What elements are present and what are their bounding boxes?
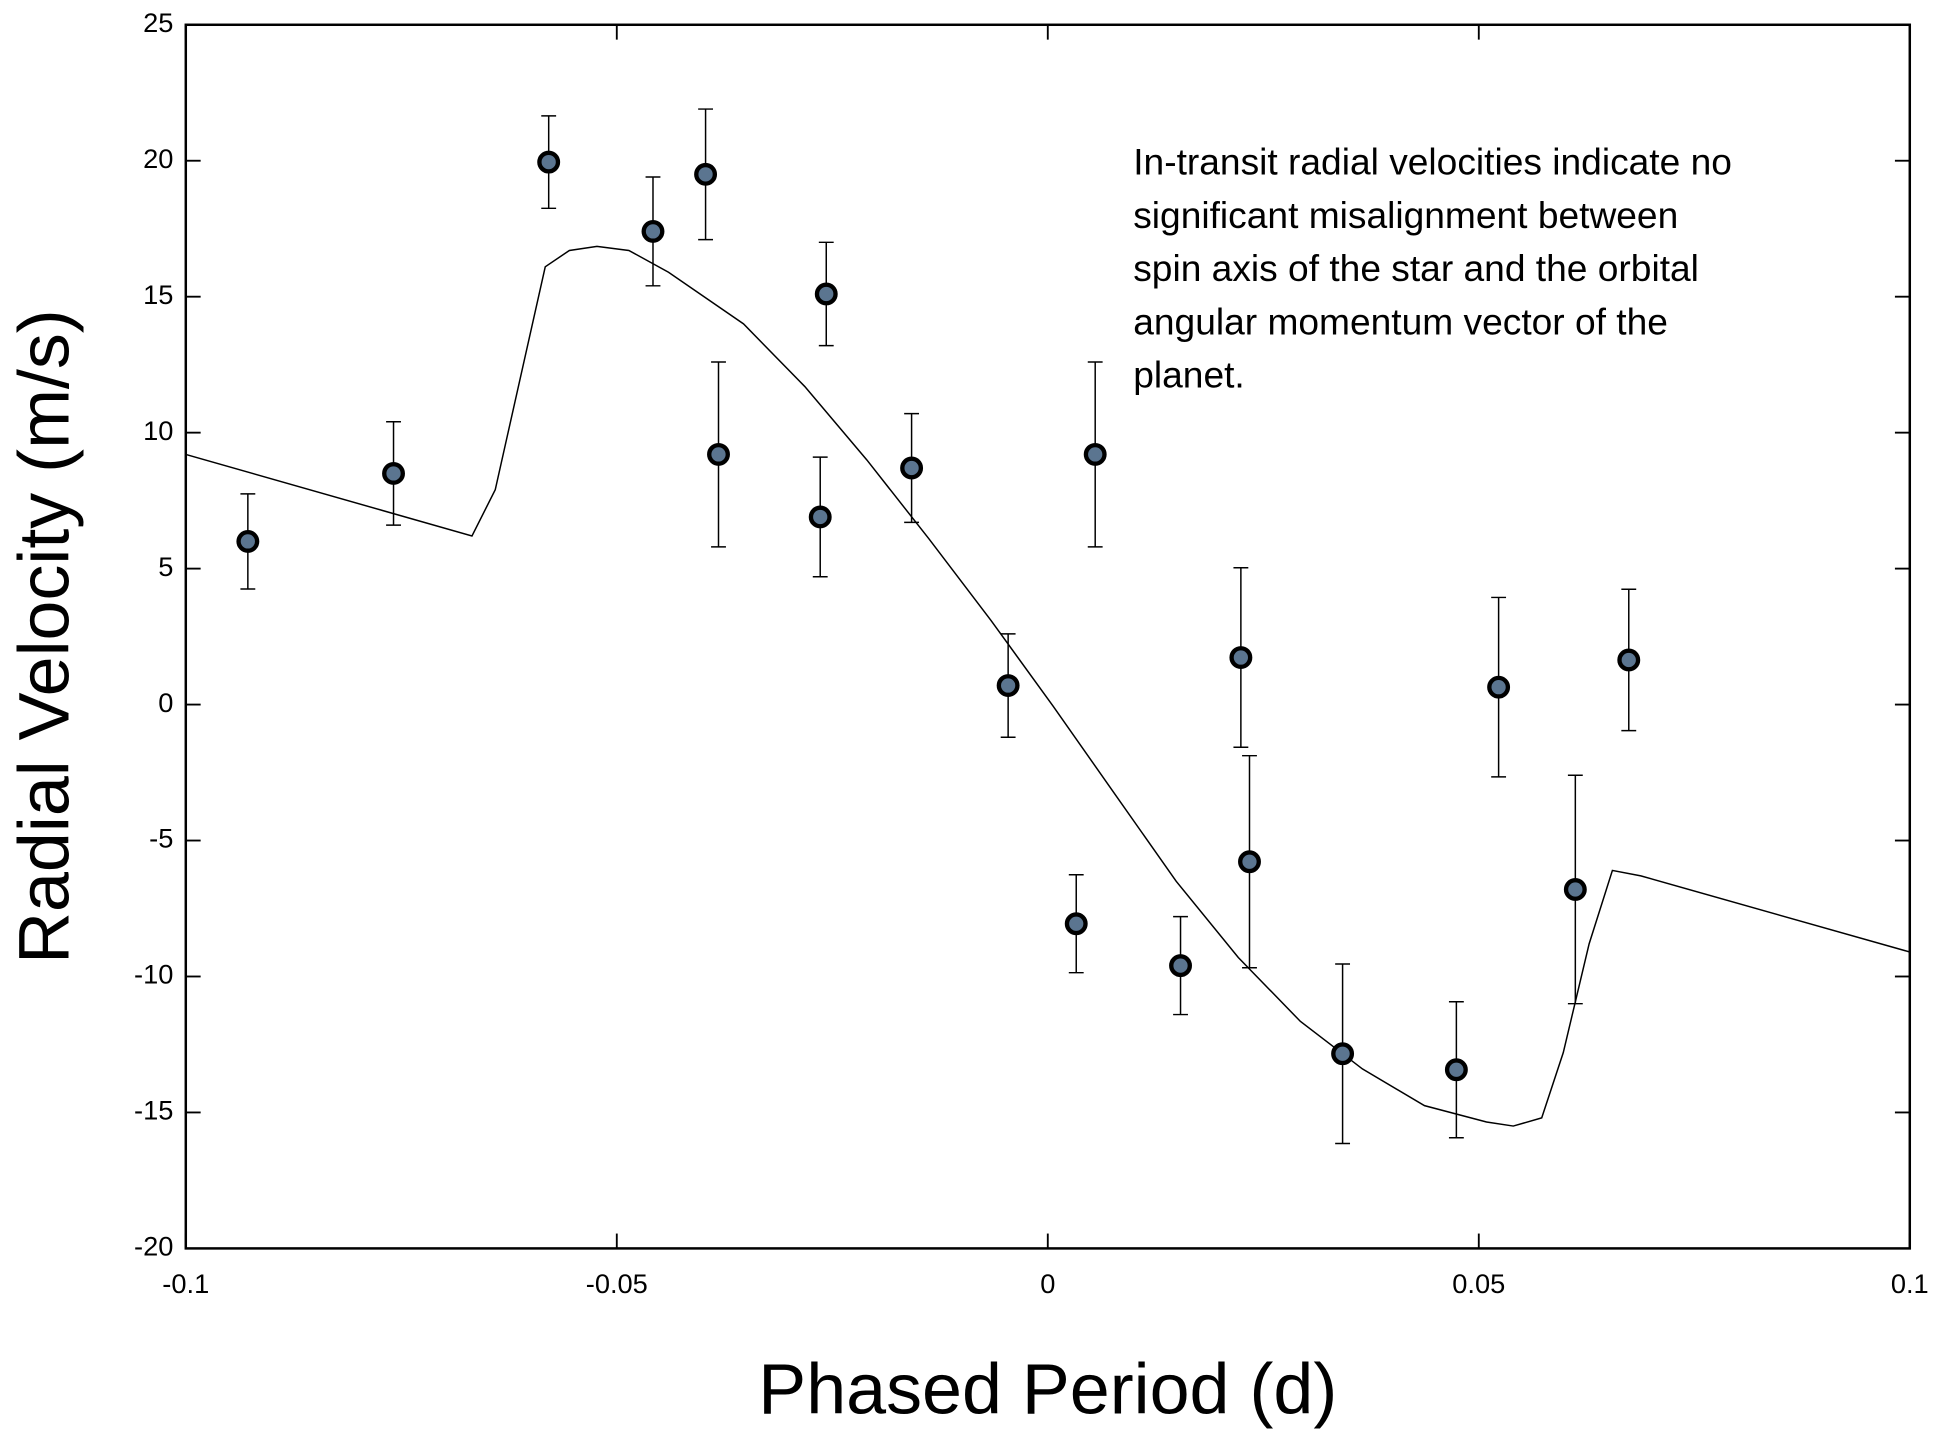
data-point bbox=[537, 150, 561, 174]
y-tick-label: 20 bbox=[143, 143, 173, 174]
data-point bbox=[1083, 442, 1107, 466]
annotation: significant misalignment between bbox=[1133, 194, 1678, 236]
y-tick-label: -15 bbox=[134, 1095, 173, 1126]
annotation: spin axis of the star and the orbital bbox=[1133, 247, 1699, 289]
y-tick-label: -20 bbox=[134, 1231, 173, 1262]
y-axis-title: Radial Velocity (m/s) bbox=[5, 309, 85, 964]
annotation: angular momentum vector of the bbox=[1133, 300, 1668, 342]
data-point bbox=[694, 162, 718, 186]
y-tick-label: 0 bbox=[158, 687, 173, 718]
data-point bbox=[808, 505, 832, 529]
data-point bbox=[1169, 954, 1192, 978]
data-point bbox=[1229, 646, 1253, 669]
data-point bbox=[236, 529, 260, 553]
data-point bbox=[1487, 675, 1511, 699]
data-point bbox=[996, 674, 1020, 697]
data-point bbox=[641, 219, 665, 243]
data-point bbox=[1563, 878, 1587, 901]
y-tick-label: -10 bbox=[134, 959, 173, 990]
x-tick-label: 0 bbox=[1040, 1268, 1055, 1299]
annotation: In-transit radial velocities indicate no bbox=[1133, 141, 1732, 183]
data-point bbox=[900, 456, 924, 480]
y-tick-label: 15 bbox=[143, 279, 173, 310]
x-tick-label: 0.1 bbox=[1891, 1268, 1929, 1299]
x-tick-label: -0.05 bbox=[586, 1268, 648, 1299]
data-point bbox=[1444, 1058, 1468, 1082]
data-point bbox=[707, 442, 730, 466]
annotation: planet. bbox=[1133, 354, 1245, 396]
data-point bbox=[1331, 1042, 1355, 1066]
x-tick-label: -0.1 bbox=[162, 1268, 209, 1299]
x-tick-label: 0.05 bbox=[1452, 1268, 1505, 1299]
y-tick-label: 5 bbox=[158, 551, 173, 582]
y-tick-label: 25 bbox=[143, 7, 173, 38]
data-point bbox=[814, 282, 838, 306]
model-line bbox=[185, 245, 1910, 1127]
data-point bbox=[1617, 648, 1641, 672]
y-tick-label: -5 bbox=[149, 823, 173, 854]
data-point bbox=[1064, 912, 1088, 936]
data-point bbox=[382, 461, 405, 485]
data-point bbox=[1238, 850, 1261, 874]
y-tick-label: 10 bbox=[143, 415, 173, 446]
x-axis-title: Phased Period (d) bbox=[758, 1350, 1337, 1430]
